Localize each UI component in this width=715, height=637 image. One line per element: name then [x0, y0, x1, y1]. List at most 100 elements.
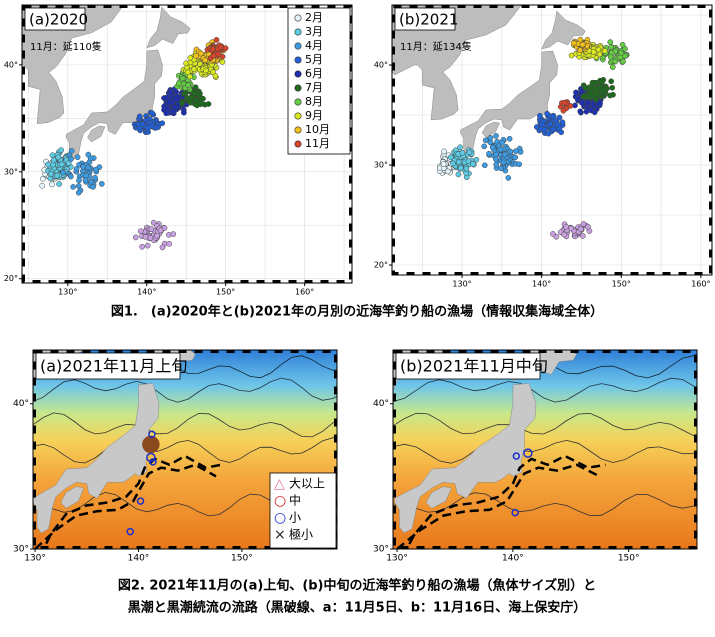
- fishing-point: [493, 133, 499, 139]
- fishing-point: [481, 143, 488, 150]
- fishing-point: [179, 75, 186, 82]
- fishing-point: [533, 124, 540, 130]
- fishing-point: [556, 114, 563, 121]
- fishing-point: [610, 91, 616, 98]
- lon-label: 140°: [502, 554, 524, 564]
- fishing-point: [165, 98, 172, 105]
- fishing-point: [537, 112, 543, 119]
- fishing-point: [579, 100, 585, 106]
- fishing-point: [583, 108, 590, 115]
- fishing-point: [219, 53, 226, 60]
- kuroshio-path: [405, 454, 606, 549]
- lat-label: 30°: [4, 167, 18, 176]
- fishing-point: [210, 69, 216, 75]
- fishing-point: [85, 151, 92, 158]
- fishing-point: [49, 181, 55, 188]
- fishing-point: [466, 149, 473, 156]
- fishing-point: [85, 164, 91, 171]
- lon-label: 140°: [137, 288, 156, 297]
- fishing-point: [70, 184, 76, 190]
- fishing-point: [609, 64, 616, 70]
- fishing-point: [90, 184, 96, 190]
- fishing-marker: [523, 448, 533, 458]
- map: [393, 350, 697, 549]
- land: [392, 5, 523, 121]
- lon-label: 130°: [386, 554, 408, 564]
- fishing-point: [184, 69, 191, 76]
- legend-marker: [294, 140, 302, 148]
- fishing-point: [213, 37, 220, 43]
- fishing-point: [567, 103, 574, 109]
- fishing-point: [516, 161, 523, 168]
- lat-label: 40°: [374, 61, 388, 70]
- fishing-point: [190, 89, 197, 96]
- fishing-point: [560, 107, 567, 114]
- fishing-point: [167, 89, 174, 96]
- fishing-point: [597, 84, 603, 91]
- fishing-point: [88, 178, 95, 185]
- fishing-point: [144, 242, 151, 249]
- fishing-point: [545, 130, 552, 137]
- label-box: [24, 7, 86, 31]
- fishing-point: [55, 154, 62, 161]
- kuroshio-path: [396, 463, 601, 549]
- fishing-point: [68, 173, 74, 180]
- land: [394, 383, 537, 534]
- fishing-point: [175, 80, 182, 87]
- legend-marker: [294, 14, 302, 22]
- legend-label: 小: [289, 511, 301, 525]
- fishing-point: [222, 45, 229, 52]
- lat-label: 30°: [374, 161, 388, 170]
- fishing-point: [47, 175, 54, 182]
- fishing-point: [506, 135, 513, 142]
- fishing-point: [76, 177, 82, 184]
- lon-label: 130°: [452, 280, 471, 289]
- legend-label: 3月: [305, 25, 323, 38]
- legend-marker: [294, 84, 302, 92]
- fishing-point: [512, 154, 519, 161]
- fishing-point: [608, 78, 615, 85]
- fishing-point: [588, 91, 595, 97]
- fishing-point: [487, 135, 494, 141]
- legend-marker: [294, 98, 302, 106]
- fishing-point: [602, 48, 608, 54]
- map-frame-ticks: [33, 350, 337, 549]
- fishing-point: [550, 113, 557, 120]
- land: [60, 486, 85, 509]
- fishing-marker: [142, 435, 160, 454]
- fishing-point: [48, 170, 54, 177]
- fishing-point: [137, 228, 144, 235]
- fishing-point: [465, 158, 472, 165]
- lon-label: 140°: [532, 280, 551, 289]
- fishing-point: [579, 41, 586, 48]
- fishing-point: [499, 139, 505, 146]
- fishing-point: [498, 165, 504, 172]
- fishing-point: [440, 161, 447, 167]
- fishing-point: [202, 57, 209, 63]
- fishing-point: [444, 168, 451, 175]
- fishing-point: [45, 161, 52, 168]
- land: [425, 486, 452, 509]
- fishing-point: [459, 149, 466, 156]
- fishing-point: [68, 156, 74, 162]
- map-label: (b)2021: [399, 11, 458, 29]
- map-note: 11月：延110隻: [30, 40, 102, 53]
- kuroshio-path: [42, 454, 222, 549]
- map: [392, 5, 712, 275]
- fishing-point: [577, 226, 584, 232]
- fishing-point: [149, 110, 156, 117]
- map-frame-ticks: [392, 5, 712, 275]
- fishing-marker: [148, 430, 156, 438]
- fishing-point: [607, 54, 614, 60]
- lat-label: 40°: [4, 60, 18, 69]
- fishing-point: [517, 149, 524, 155]
- map-note: 11月：延134隻: [400, 40, 472, 53]
- map-frame-ticks: [22, 5, 352, 283]
- fishing-point: [164, 106, 171, 112]
- lon-label: 150°: [216, 288, 235, 297]
- fishing-marker: [136, 497, 145, 505]
- fishing-point: [493, 156, 499, 163]
- caption: 図2. 2021年11月の(a)上旬、(b)中旬の近海竿釣り船の漁場（魚体サイズ…: [118, 578, 596, 594]
- fishing-point: [481, 162, 488, 169]
